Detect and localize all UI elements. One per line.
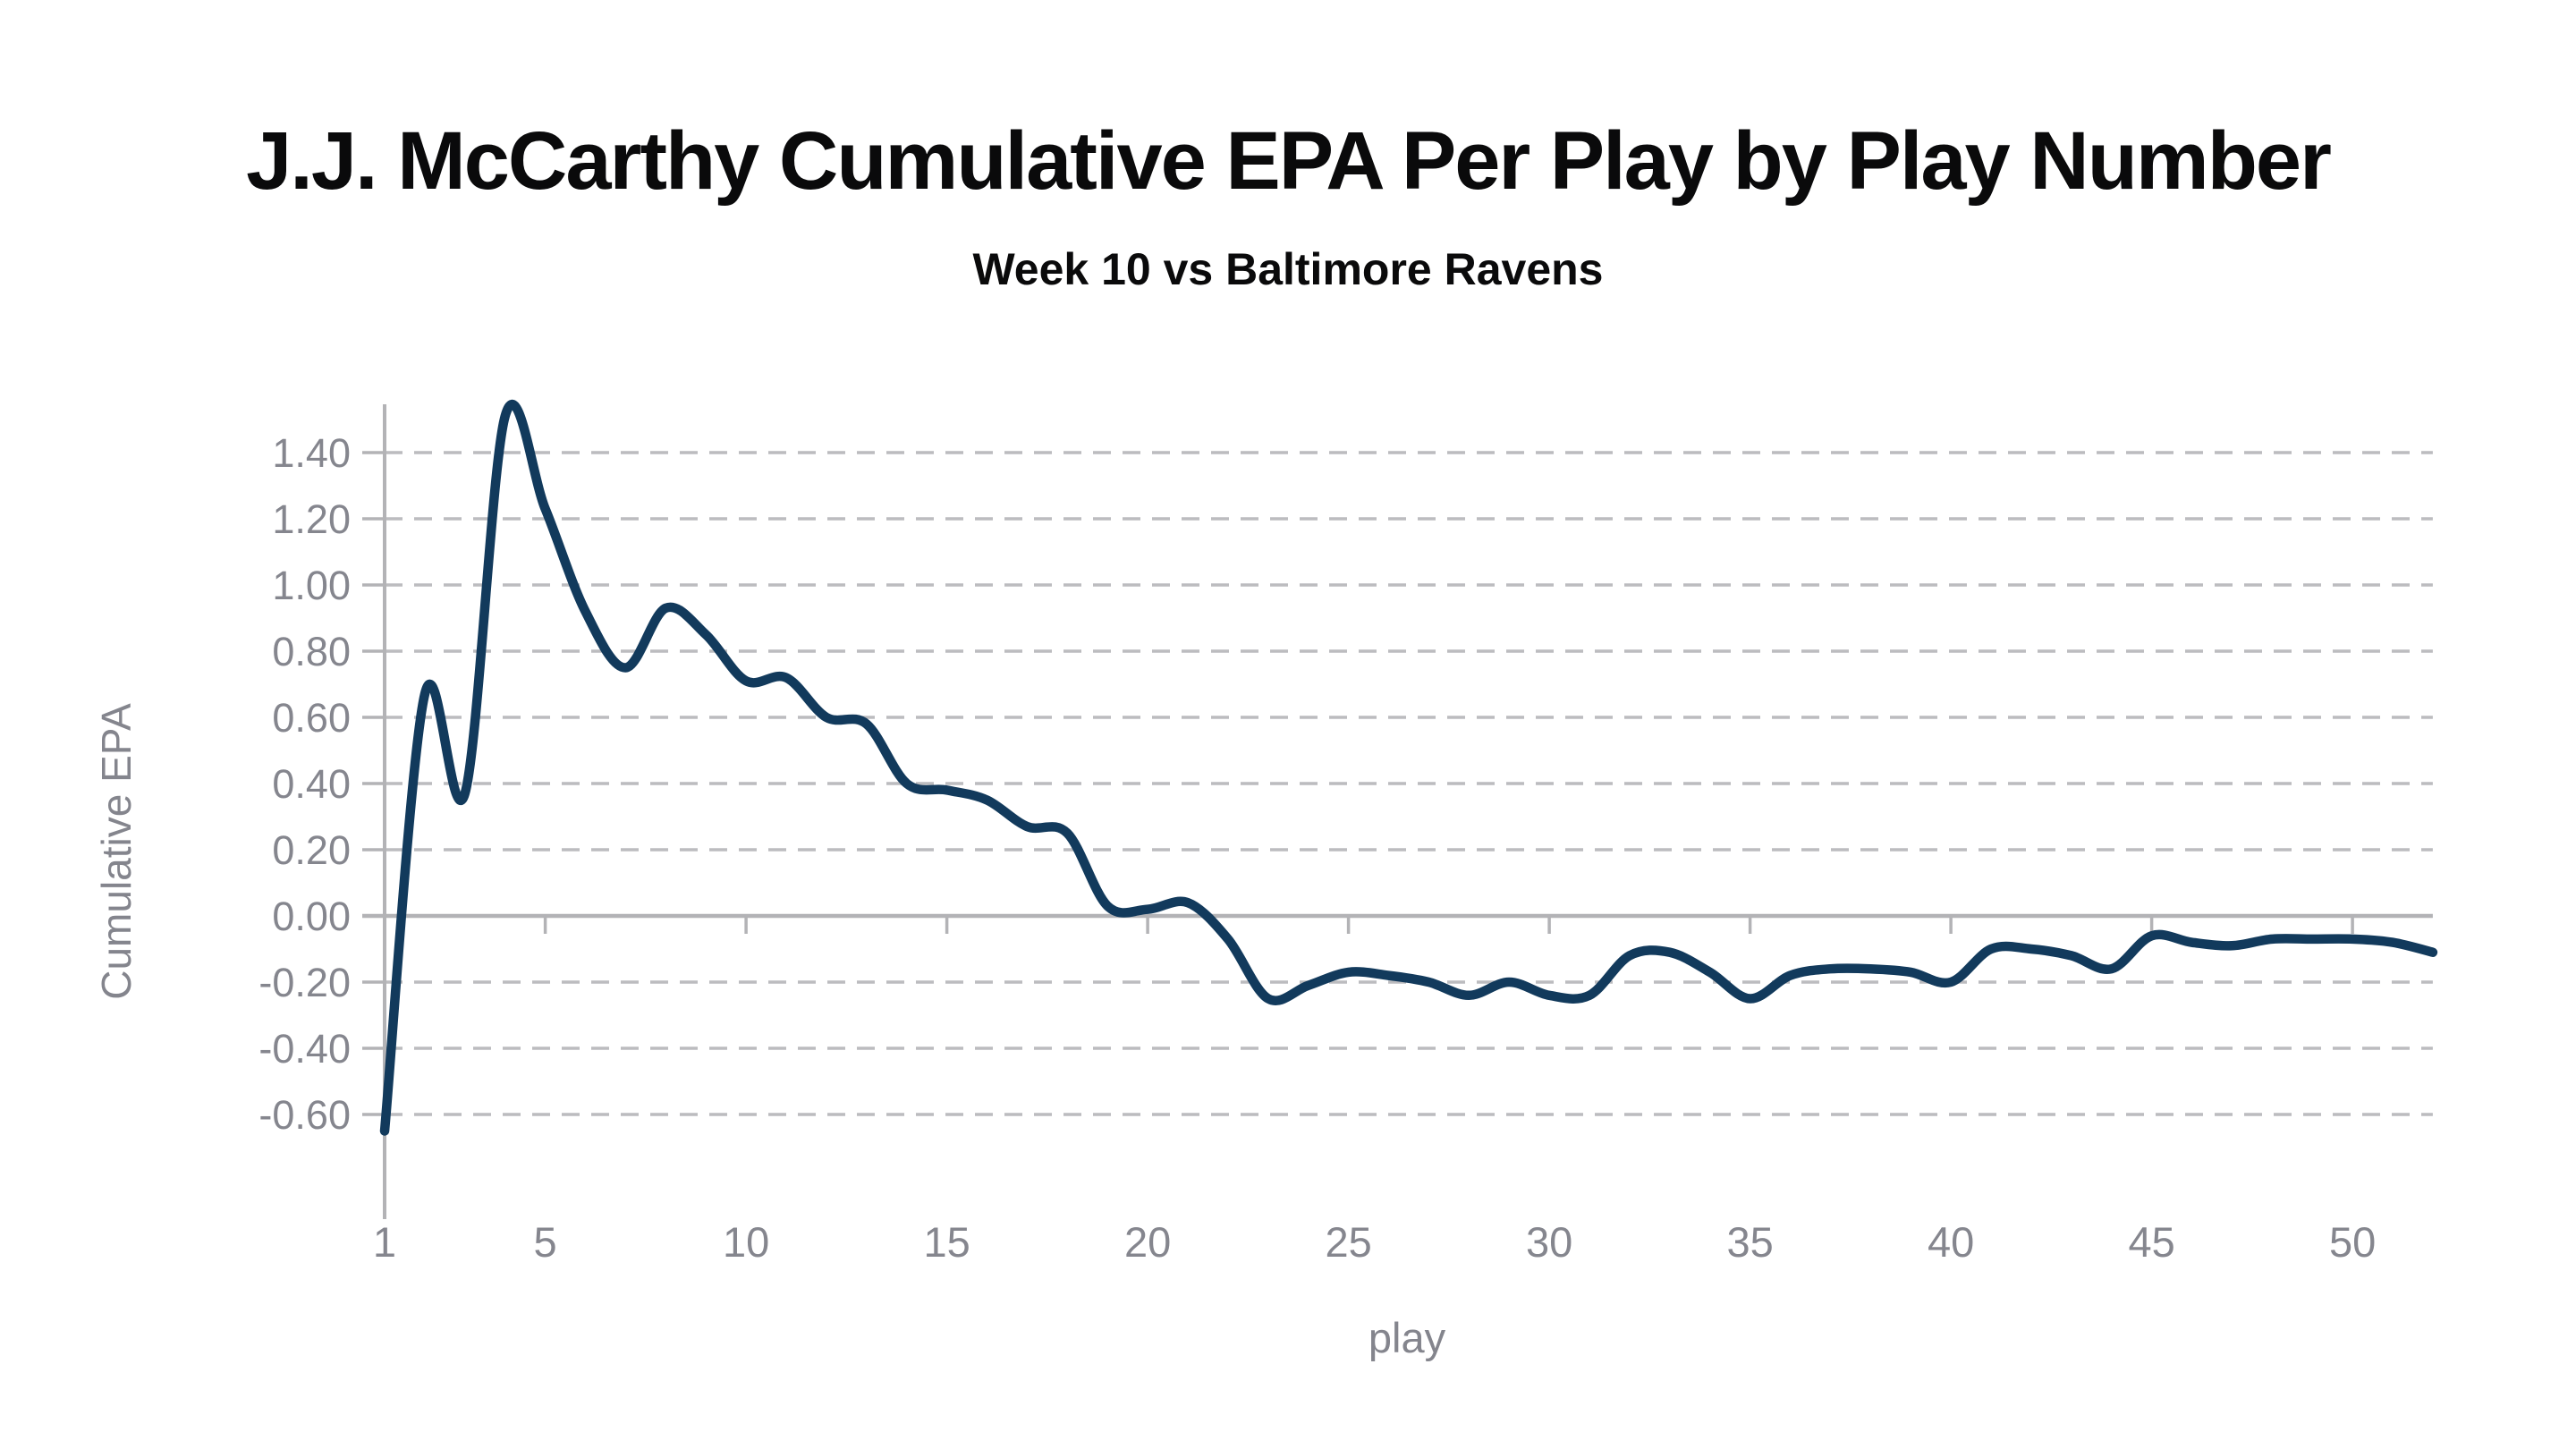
x-tick-label: 20 <box>1124 1218 1171 1266</box>
y-tick-label: 0.20 <box>272 827 351 873</box>
y-tick-label: -0.40 <box>258 1026 351 1072</box>
epa-line <box>379 399 2438 1136</box>
y-axis-title: Cumulative EPA <box>93 703 140 1000</box>
x-tick-label: 25 <box>1325 1218 1371 1266</box>
x-tick-label: 35 <box>1726 1218 1773 1266</box>
y-tick-label: 0.40 <box>272 761 351 807</box>
x-tick-label: 30 <box>1526 1218 1572 1266</box>
y-tick-label: 1.00 <box>272 563 351 608</box>
y-tick-label: 1.40 <box>272 430 351 476</box>
chart-subtitle: Week 10 vs Baltimore Ravens <box>972 244 1604 294</box>
x-tick-label: 10 <box>723 1218 769 1266</box>
y-tick-label: -0.60 <box>258 1092 351 1138</box>
x-tick-label: 15 <box>923 1218 970 1266</box>
y-tick-label: -0.20 <box>258 960 351 1005</box>
y-tick-label: 0.80 <box>272 629 351 674</box>
y-tick-label: 1.20 <box>272 496 351 542</box>
x-tick-label: 50 <box>2329 1218 2376 1266</box>
x-tick-label: 45 <box>2128 1218 2174 1266</box>
x-tick-label: 1 <box>373 1218 396 1266</box>
x-axis-title: play <box>1368 1314 1446 1361</box>
chart-title: J.J. McCarthy Cumulative EPA Per Play by… <box>246 115 2332 207</box>
y-tick-label: 0.00 <box>272 894 351 939</box>
y-tick-label: 0.60 <box>272 695 351 741</box>
x-tick-label: 40 <box>1928 1218 1974 1266</box>
x-tick-label: 5 <box>534 1218 557 1266</box>
